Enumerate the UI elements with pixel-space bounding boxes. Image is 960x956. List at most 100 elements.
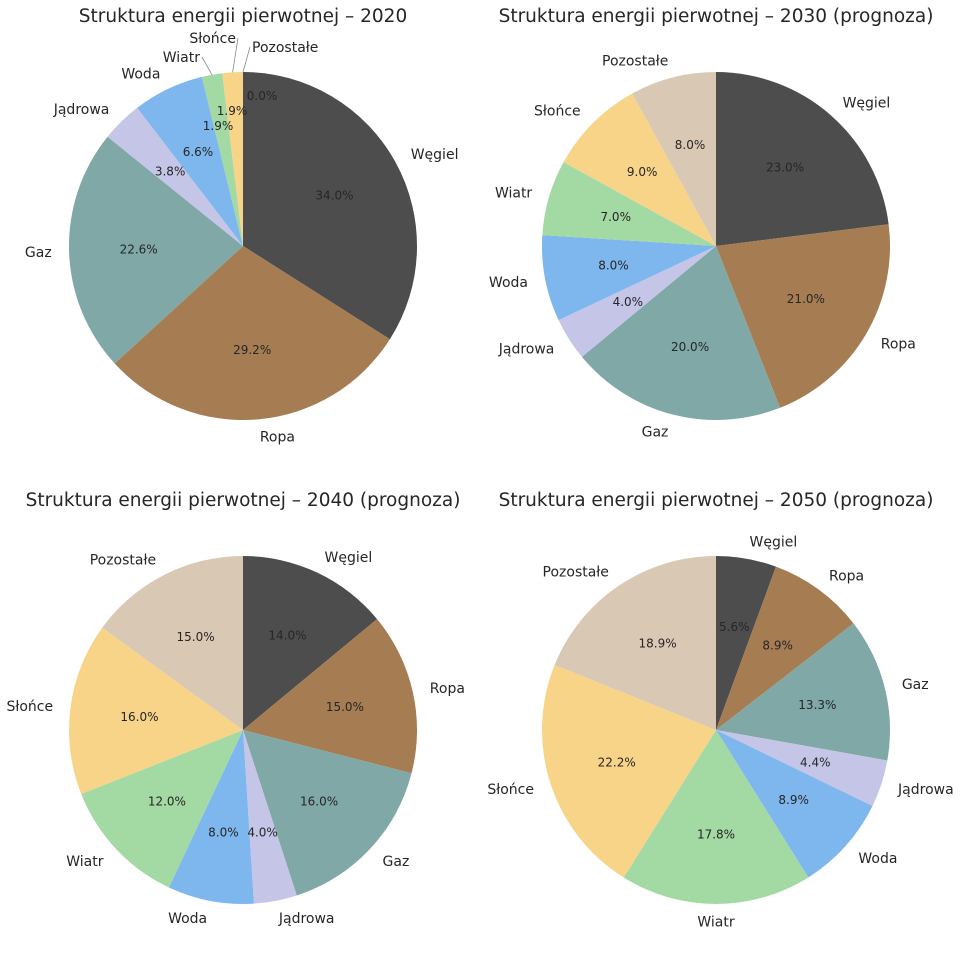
slice-percent-label: 0.0% — [247, 89, 278, 103]
pie-slice-Gaz — [716, 623, 890, 761]
slice-percent-label: 23.0% — [766, 161, 804, 175]
pie-chart-3: Struktura energii pierwotnej – 2050 (pro… — [487, 490, 953, 930]
slice-percent-label: 1.9% — [203, 119, 234, 133]
slice-percent-label: 12.0% — [148, 794, 186, 808]
slice-percent-label: 14.0% — [268, 629, 306, 643]
slice-label: Węgiel — [749, 535, 797, 551]
slice-percent-label: 4.0% — [247, 826, 278, 840]
slice-label: Wiatr — [495, 186, 532, 202]
slice-label: Jądrowa — [278, 911, 335, 927]
pie-slice-Wiatr — [623, 730, 809, 905]
pie-slice-Węgiel — [243, 556, 378, 730]
slice-percent-label: 15.0% — [177, 630, 215, 644]
pie-slice-Słońce — [542, 664, 716, 878]
slice-label: Jądrowa — [498, 342, 555, 358]
leader-line — [232, 37, 239, 73]
leader-line — [242, 46, 251, 73]
slice-label: Pozostałe — [90, 552, 156, 568]
pie-slice-Jądrowa — [107, 107, 243, 246]
pie-slice-Wiatr — [201, 73, 243, 246]
pie-slice-Wiatr — [542, 162, 716, 246]
slice-percent-label: 3.8% — [155, 164, 186, 178]
slice-percent-label: 8.0% — [208, 826, 239, 840]
pie-slice-Jądrowa — [243, 730, 297, 904]
slice-label: Wiatr — [697, 914, 734, 930]
slice-percent-label: 8.9% — [762, 639, 793, 653]
slice-label: Pozostałe — [543, 564, 609, 580]
slice-percent-label: 17.8% — [697, 827, 735, 841]
slice-label: Słońce — [189, 31, 236, 47]
pie-slice-Woda — [137, 76, 243, 246]
slice-label: Pozostałe — [602, 54, 668, 70]
slice-label: Jądrowa — [53, 102, 110, 118]
chart-title: Struktura energii pierwotnej – 2050 (pro… — [499, 490, 934, 511]
slice-label: Słońce — [6, 699, 53, 715]
slice-label: Jądrowa — [897, 782, 954, 798]
slice-label: Gaz — [383, 854, 410, 870]
chart-title: Struktura energii pierwotnej – 2040 (pro… — [26, 490, 461, 511]
slice-label: Słońce — [534, 104, 581, 120]
pie-chart-1: Struktura energii pierwotnej – 2030 (pro… — [489, 6, 933, 440]
slice-percent-label: 1.9% — [217, 104, 248, 118]
slice-label: Gaz — [642, 424, 669, 440]
slice-percent-label: 16.0% — [300, 794, 338, 808]
pie-slice-Pozostałe — [554, 556, 716, 730]
pie-slice-Węgiel — [243, 72, 417, 340]
slice-percent-label: 34.0% — [315, 189, 353, 203]
pie-slice-Pozostałe — [102, 556, 243, 730]
slice-percent-label: 8.0% — [598, 259, 629, 273]
pie-chart-2: Struktura energii pierwotnej – 2040 (pro… — [6, 490, 464, 927]
slice-label: Wiatr — [66, 854, 103, 870]
pie-slice-Jądrowa — [558, 246, 716, 357]
slice-percent-label: 8.0% — [675, 138, 706, 152]
slice-label: Ropa — [881, 336, 916, 352]
slice-percent-label: 22.2% — [598, 755, 636, 769]
slice-label: Ropa — [260, 430, 295, 446]
slice-percent-label: 7.0% — [600, 210, 631, 224]
slice-percent-label: 6.6% — [183, 145, 214, 159]
slice-label: Węgiel — [324, 550, 372, 566]
slice-label: Węgiel — [411, 147, 459, 163]
slice-percent-label: 9.0% — [627, 165, 658, 179]
pie-slice-Woda — [168, 730, 254, 904]
pie-slice-Ropa — [716, 566, 854, 730]
slice-percent-label: 22.6% — [120, 242, 158, 256]
pie-slice-Węgiel — [716, 556, 776, 730]
slice-label: Węgiel — [843, 95, 891, 111]
slice-percent-label: 16.0% — [120, 710, 158, 724]
pie-slice-Gaz — [68, 136, 243, 364]
slice-label: Pozostałe — [252, 40, 318, 56]
slice-percent-label: 4.0% — [613, 295, 644, 309]
slice-percent-label: 20.0% — [671, 340, 709, 354]
pie-slice-Woda — [541, 235, 716, 321]
chart-title: Struktura energii pierwotnej – 2020 — [79, 6, 407, 27]
pie-slice-Woda — [716, 730, 873, 878]
slice-percent-label: 21.0% — [787, 292, 825, 306]
pie-slice-Gaz — [243, 730, 412, 896]
slice-percent-label: 13.3% — [798, 698, 836, 712]
slice-label: Woda — [489, 275, 528, 291]
slice-label: Wiatr — [163, 50, 200, 66]
pie-slice-Jądrowa — [716, 730, 888, 807]
slice-label: Woda — [168, 911, 207, 927]
slice-percent-label: 8.9% — [778, 793, 809, 807]
pie-slice-Ropa — [114, 246, 390, 420]
pie-slice-Słońce — [222, 72, 243, 246]
slice-label: Ropa — [829, 569, 864, 585]
slice-label: Gaz — [25, 245, 52, 261]
pie-slice-Węgiel — [716, 72, 889, 246]
pie-slice-Słońce — [563, 93, 716, 246]
slice-percent-label: 15.0% — [326, 700, 364, 714]
slice-percent-label: 5.6% — [719, 620, 750, 634]
slice-label: Ropa — [430, 681, 465, 697]
leader-line — [201, 56, 213, 75]
chart-title: Struktura energii pierwotnej – 2030 (pro… — [499, 6, 934, 27]
slice-percent-label: 4.4% — [800, 755, 831, 769]
pie-slice-Ropa — [243, 619, 418, 774]
slice-label: Gaz — [902, 677, 929, 693]
pie-slice-Gaz — [581, 246, 781, 420]
pie-slice-Ropa — [716, 224, 890, 408]
pie-chart-0: Struktura energii pierwotnej – 2020 Węgie… — [25, 6, 459, 446]
slice-percent-label: 18.9% — [639, 636, 677, 650]
